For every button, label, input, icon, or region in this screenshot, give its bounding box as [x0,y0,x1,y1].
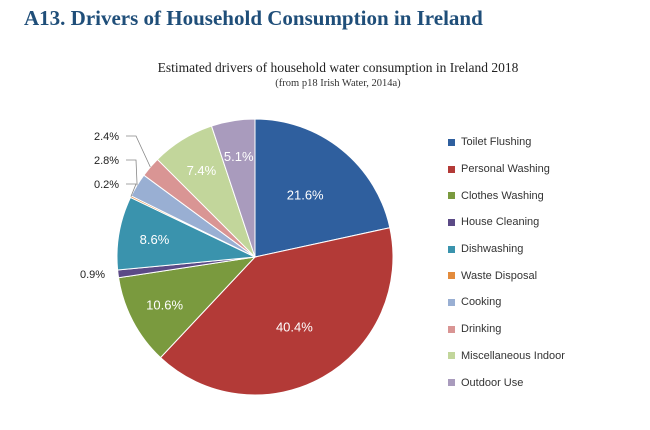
slice-label-drinking: 2.4% [94,131,119,143]
legend-swatch [448,192,455,200]
pie-slices [116,118,394,396]
legend-item-waste-disposal: Waste Disposal [448,262,565,289]
pie-slice-personal-washing [159,227,394,396]
slice-label-cooking: 2.8% [94,155,119,167]
legend-item-dishwashing: Dishwashing [448,236,565,263]
legend-item-drinking: Drinking [448,316,565,343]
pie-slice-outdoor-use [210,118,256,258]
slice-label-outdoor-use: 5.1% [224,149,254,164]
leader-line-drinking [126,135,151,168]
chart-title: Estimated drivers of household water con… [157,60,519,75]
legend-label: Outdoor Use [461,376,524,389]
legend-swatch [448,325,455,333]
slice-label-personal-washing: 40.4% [276,320,313,335]
leader-line-cooking [126,159,138,186]
pie-slice-clothes-washing [118,256,257,359]
slice-label-waste-disposal: 0.2% [94,179,119,191]
slice-label-clothes-washing: 10.6% [146,298,183,313]
legend-swatch [448,218,455,226]
leader-line-waste-disposal [126,183,137,197]
legend-item-outdoor-use: Outdoor Use [448,369,565,396]
chart-subtitle: (from p18 Irish Water, 2014a) [275,78,401,89]
page-heading: A13. Drivers of Household Consumption in… [24,6,483,30]
legend-item-personal-washing: Personal Washing [448,156,565,183]
legend-swatch [448,138,455,146]
slice-label-miscellaneous-indoor: 7.4% [187,163,217,178]
legend-label: House Cleaning [461,216,540,229]
legend-swatch [448,245,455,253]
legend-label: Miscellaneous Indoor [461,349,565,362]
legend-item-miscellaneous-indoor: Miscellaneous Indoor [448,343,565,370]
slice-label-dishwashing: 8.6% [140,232,170,247]
legend-label: Dishwashing [461,243,524,256]
legend-label: Personal Washing [461,163,550,176]
pie-slice-toilet-flushing [254,118,391,258]
pie-labels: 21.6% 40.4% 10.6% 0.9% 8.6% 0.2% 2.8% 2.4% 7.4% 5… [80,131,324,335]
legend-item-toilet-flushing: Toilet Flushing [448,129,565,156]
legend-label: Cooking [461,296,502,309]
slice-label-house-cleaning: 0.9% [80,269,105,281]
pie-svg: 21.6% 40.4% 10.6% 0.9% 8.6% 0.2% 2.8% 2.4% 7.4% 5… [80,118,394,396]
legend-item-house-cleaning: House Cleaning [448,209,565,236]
pie-chart: Estimated drivers of household water con… [78,52,598,400]
legend-label: Toilet Flushing [461,136,532,149]
legend-item-clothes-washing: Clothes Washing [448,182,565,209]
legend-swatch [448,352,455,360]
legend-swatch [448,298,455,306]
legend-label: Drinking [461,323,502,336]
legend-swatch [448,272,455,280]
legend-swatch [448,165,455,173]
chart-legend: Toilet Flushing Personal Washing Clothes W… [448,129,565,396]
legend-item-cooking: Cooking [448,289,565,316]
legend-label: Waste Disposal [461,269,538,282]
slice-label-toilet-flushing: 21.6% [287,188,324,203]
legend-swatch [448,379,455,387]
legend-label: Clothes Washing [461,189,544,202]
